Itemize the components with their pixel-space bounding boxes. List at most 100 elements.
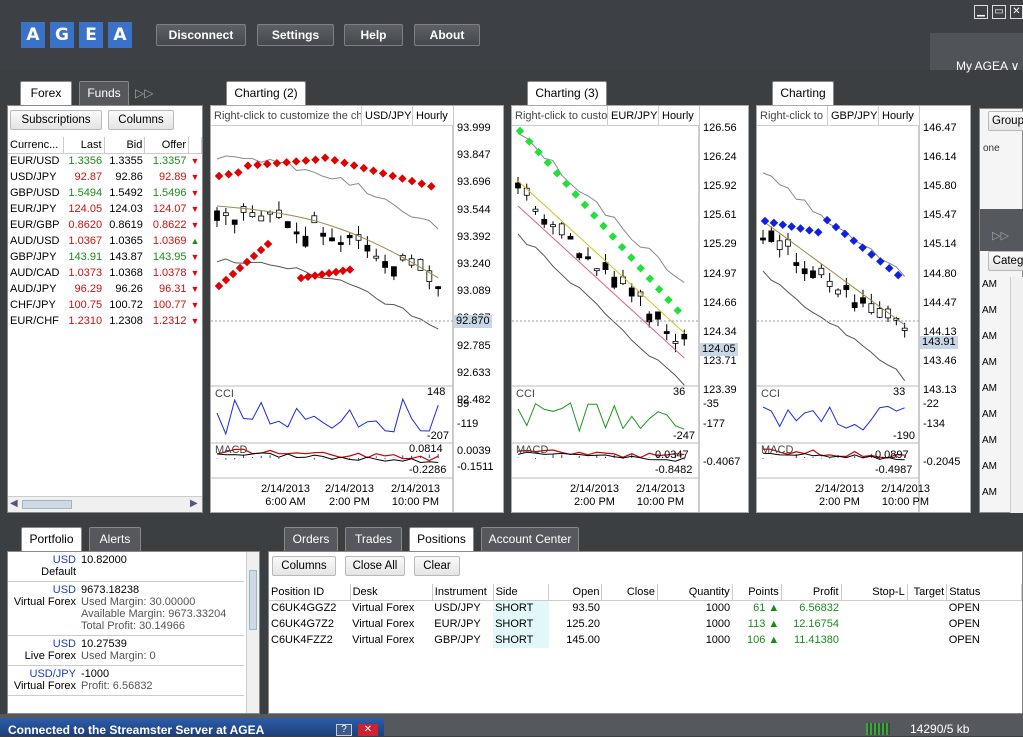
- tab-portfolio[interactable]: Portfolio: [21, 527, 82, 551]
- about-button[interactable]: About: [414, 24, 480, 46]
- table-row[interactable]: EUR/USD 1.3356 1.3355 1.3357 ▼: [8, 153, 202, 169]
- instrument-selector[interactable]: EUR/JPY: [607, 106, 657, 126]
- portfolio-account[interactable]: USD/JPY -1000 Virtual Forex Profit: 6.56832: [8, 666, 244, 696]
- table-row[interactable]: USD/JPY 92.87 92.86 92.89 ▼: [8, 169, 202, 185]
- group-button[interactable]: Group: [988, 111, 1023, 131]
- subscriptions-button[interactable]: Subscriptions: [10, 110, 102, 130]
- column-header[interactable]: Currenc...: [8, 137, 64, 154]
- table-row[interactable]: EUR/CHF 1.2310 1.2308 1.2312 ▼: [8, 313, 202, 329]
- table-row[interactable]: EUR/GBP 0.8620 0.8619 0.8622 ▼: [8, 217, 202, 233]
- list-item[interactable]: AM: [982, 331, 997, 342]
- tab-funds[interactable]: Funds: [79, 81, 129, 105]
- vertical-scrollbar[interactable]: [246, 552, 259, 713]
- horizontal-scrollbar[interactable]: ◀ ▶: [8, 496, 202, 512]
- psar-dot: [599, 221, 608, 231]
- minimize-icon[interactable]: ▁: [974, 5, 988, 19]
- list-item[interactable]: AM: [982, 435, 997, 446]
- column-header[interactable]: Stop-L: [841, 584, 908, 601]
- column-header[interactable]: Profit: [781, 584, 842, 601]
- column-header[interactable]: Status: [946, 584, 1022, 601]
- help-button[interactable]: Help: [344, 24, 403, 46]
- column-header[interactable]: Target: [907, 584, 948, 601]
- column-header[interactable]: Close: [601, 584, 658, 601]
- table-row[interactable]: AUD/USD 1.0367 1.0365 1.0369 ▲: [8, 233, 202, 249]
- tab-forex[interactable]: Forex: [20, 81, 72, 105]
- chart-panel[interactable]: Right-click to GBP/JPY Hourly 146.47 146.14 1…: [756, 105, 971, 513]
- list-item[interactable]: AM: [982, 357, 997, 368]
- table-row[interactable]: AUD/CAD 1.0373 1.0368 1.0378 ▼: [8, 265, 202, 281]
- column-header[interactable]: Quantity: [657, 584, 733, 601]
- scrollbar-thumb[interactable]: [22, 500, 72, 509]
- tab-charting[interactable]: Charting: [772, 81, 834, 105]
- columns-button[interactable]: Columns: [272, 556, 336, 576]
- price-chart[interactable]: [757, 106, 971, 513]
- portfolio-account[interactable]: USD 10.82000 Default: [8, 552, 244, 582]
- scrollbar-thumb[interactable]: [249, 570, 257, 630]
- list-item[interactable]: AM: [982, 305, 997, 316]
- tab-scroll-icon[interactable]: ▷▷: [135, 86, 154, 100]
- table-row[interactable]: GBP/JPY 143.91 143.87 143.95 ▼: [8, 249, 202, 265]
- period-selector[interactable]: Hourly: [412, 106, 448, 126]
- chart-panel[interactable]: Right-click to custo EUR/JPY Hourly 126.56 1…: [511, 105, 749, 513]
- moving-average: [517, 205, 685, 359]
- category-button[interactable]: Categ: [988, 251, 1023, 271]
- column-header[interactable]: Last: [63, 137, 105, 154]
- cci-line: [216, 397, 439, 436]
- my-agea-menu[interactable]: My AGEA ∨: [930, 33, 1023, 72]
- tab-charting[interactable]: Charting (2): [226, 81, 306, 105]
- settings-button[interactable]: Settings: [257, 24, 334, 46]
- psar-dot: [398, 174, 407, 183]
- tab-scroll-icon[interactable]: ▷▷: [980, 229, 1023, 251]
- tab-charting[interactable]: Charting (3): [527, 81, 607, 105]
- list-item[interactable]: AM: [982, 409, 997, 420]
- tab-account-center[interactable]: Account Center: [481, 527, 579, 551]
- column-header[interactable]: Bid: [104, 137, 146, 154]
- close-icon[interactable]: ✕: [1010, 5, 1023, 19]
- close-all-button[interactable]: Close All: [345, 556, 405, 576]
- table-row[interactable]: C6UK4FZZ2 Virtual Forex GBP/JPY SHORT 145.00…: [269, 632, 1022, 648]
- table-row[interactable]: AUD/JPY 96.29 96.26 96.31 ▼: [8, 281, 202, 297]
- columns-button[interactable]: Columns: [108, 110, 174, 130]
- vertical-scrollbar[interactable]: [1010, 277, 1023, 513]
- column-header[interactable]: Offer: [144, 137, 190, 154]
- portfolio-account[interactable]: USD 9673.18238 Virtual Forex Used Margin: 3…: [8, 582, 244, 636]
- table-row[interactable]: C6UK4GGZ2 Virtual Forex USD/JPY SHORT 93.50 1…: [269, 600, 1022, 616]
- list-item[interactable]: AM: [982, 461, 997, 472]
- list-item[interactable]: AM: [982, 487, 997, 498]
- instrument-selector[interactable]: GBP/JPY: [827, 106, 877, 126]
- column-header[interactable]: Side: [493, 584, 550, 601]
- help-icon[interactable]: ?: [336, 724, 352, 736]
- chart-panel[interactable]: Right-click to customize the ch USD/JPY Ho…: [210, 105, 504, 513]
- tab-orders[interactable]: Orders: [284, 527, 338, 551]
- portfolio-account[interactable]: USD 10.27539 Live Forex Used Margin: 0: [8, 636, 244, 666]
- column-header[interactable]: Desk: [350, 584, 433, 601]
- clear-button[interactable]: Clear: [414, 556, 460, 576]
- table-row[interactable]: EUR/JPY 124.05 124.03 124.07 ▼: [8, 201, 202, 217]
- period-selector[interactable]: Hourly: [878, 106, 914, 126]
- disconnect-button[interactable]: Disconnect: [156, 24, 246, 46]
- table-cell: C6UK4G7Z2: [271, 618, 334, 630]
- column-header[interactable]: Instrument: [432, 584, 494, 601]
- tab-alerts[interactable]: Alerts: [89, 527, 141, 551]
- tab-trades[interactable]: Trades: [345, 527, 402, 551]
- table-row[interactable]: CHF/JPY 100.75 100.72 100.77 ▼: [8, 297, 202, 313]
- column-header[interactable]: Position ID: [269, 584, 351, 601]
- column-header[interactable]: Open: [548, 584, 603, 601]
- list-item[interactable]: AM: [982, 279, 997, 290]
- price-chart[interactable]: [512, 106, 749, 513]
- y-axis-tick: 124.97: [703, 267, 737, 280]
- period-selector[interactable]: Hourly: [658, 106, 694, 126]
- price-chart[interactable]: [211, 106, 504, 513]
- close-icon[interactable]: ✕: [358, 724, 378, 736]
- instrument-selector[interactable]: USD/JPY: [361, 106, 411, 126]
- table-row[interactable]: C6UK4G7Z2 Virtual Forex EUR/JPY SHORT 125.20…: [269, 616, 1022, 632]
- one-selector[interactable]: one: [983, 143, 1000, 154]
- table-row[interactable]: GBP/USD 1.5494 1.5492 1.5496 ▼: [8, 185, 202, 201]
- tab-positions[interactable]: Positions: [409, 527, 474, 551]
- column-header[interactable]: Points: [732, 584, 782, 601]
- scroll-left-icon[interactable]: ◀: [10, 498, 18, 509]
- maximize-icon[interactable]: ▭: [992, 5, 1006, 19]
- list-item[interactable]: AM: [982, 383, 997, 394]
- psar-dot: [831, 222, 841, 232]
- scroll-right-icon[interactable]: ▶: [190, 498, 198, 509]
